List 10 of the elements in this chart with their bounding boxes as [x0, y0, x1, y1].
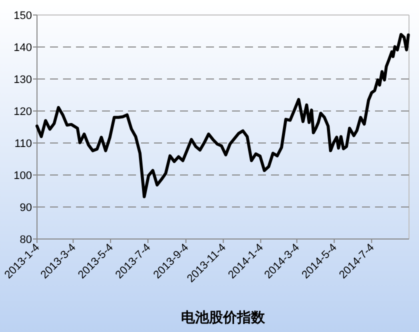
y-tick-label: 100 — [14, 170, 32, 182]
y-tick-label: 80 — [20, 234, 32, 246]
y-tick-label: 130 — [14, 74, 32, 86]
y-tick-label: 120 — [14, 106, 32, 118]
text: 电池股价指数 — [181, 309, 266, 325]
y-tick-label: 110 — [14, 138, 32, 150]
y-tick-label: 150 — [14, 10, 32, 22]
y-tick-label: 140 — [14, 42, 32, 54]
y-tick-label: 90 — [20, 202, 32, 214]
line-series — [36, 33, 410, 198]
